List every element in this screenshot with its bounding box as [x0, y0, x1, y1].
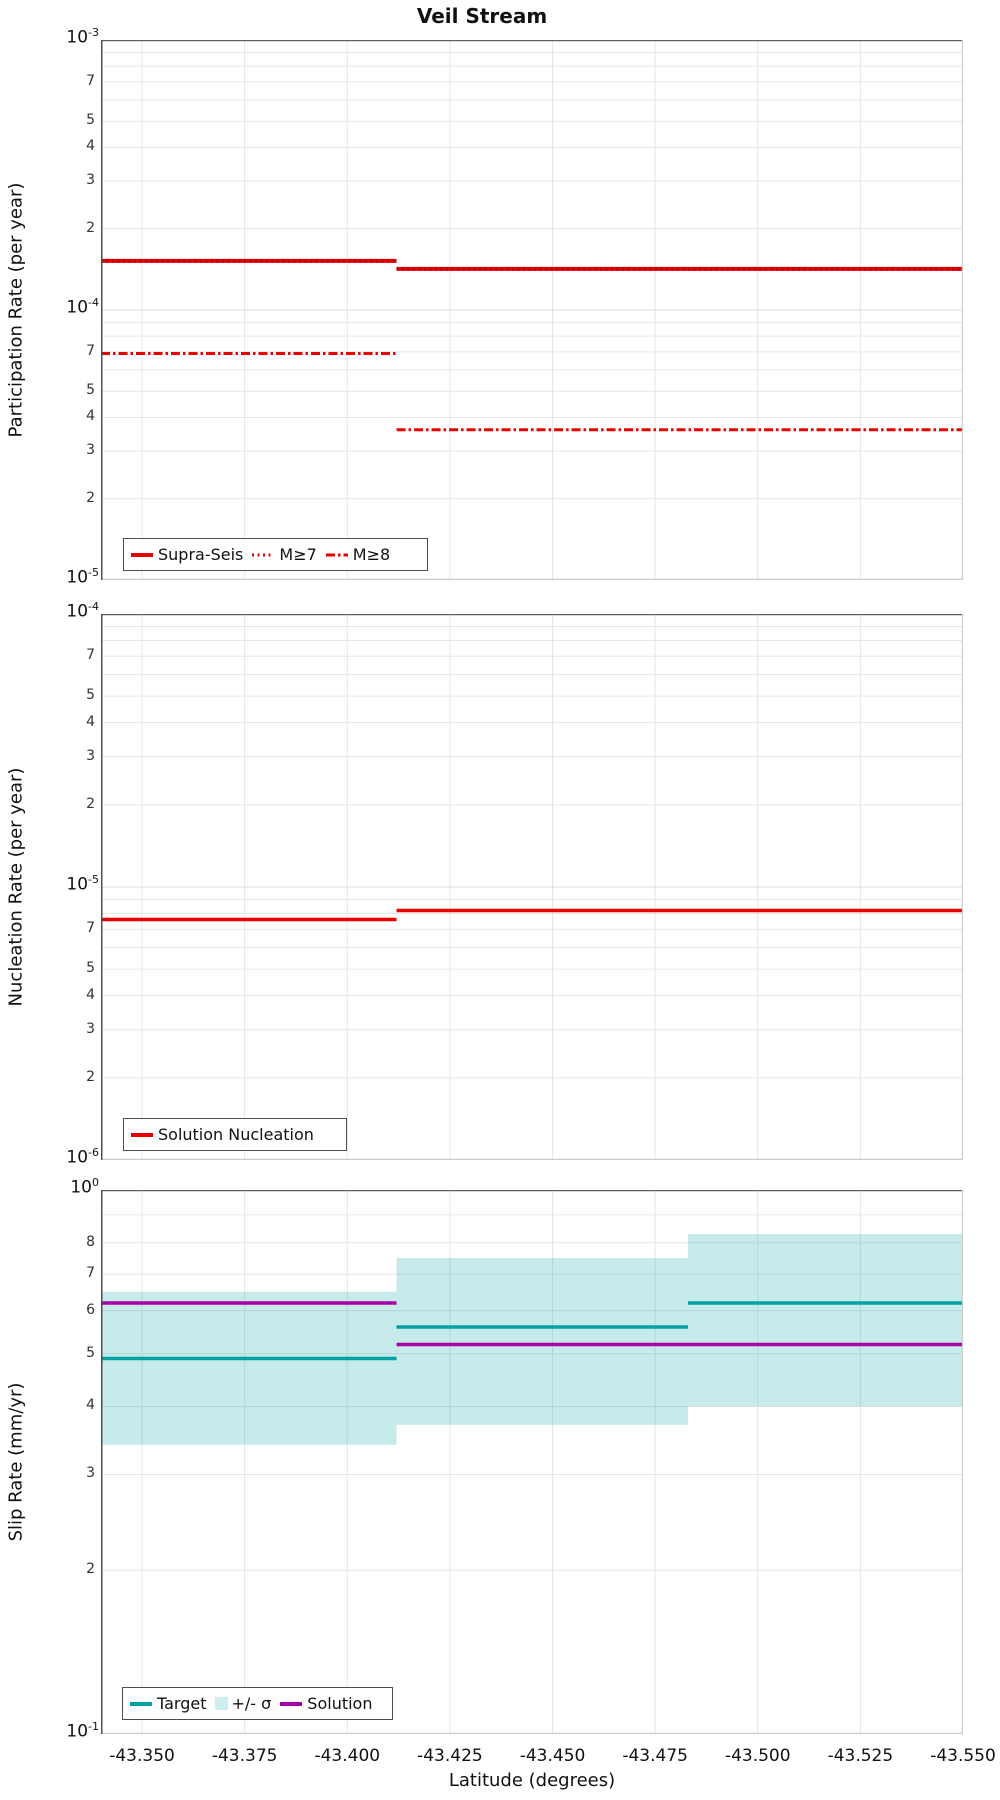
x-tick-label: -43.525 — [827, 1746, 894, 1766]
uncertainty-band-segment — [396, 1257, 688, 1425]
y-tick-major-label: 10-5 — [66, 566, 99, 588]
plot-panel-nucleation — [101, 614, 964, 1161]
y-tick-minor-label: 3 — [86, 1020, 95, 1037]
legend-fill-swatch — [214, 1697, 228, 1710]
y-tick-minor-label: 3 — [86, 442, 95, 459]
legend-line-swatch-solid — [280, 1701, 303, 1706]
plot-canvas-slip-rate — [101, 1190, 964, 1735]
legend-item: Supra-Seis — [130, 545, 243, 564]
x-tick-label: -43.500 — [724, 1746, 791, 1766]
legend-item: M≥7 — [251, 545, 317, 564]
legend-item: Target — [129, 1694, 207, 1713]
y-tick-major-label: 10-6 — [66, 1146, 99, 1168]
legend-item-label: M≥8 — [352, 545, 391, 564]
x-tick-label: -43.450 — [519, 1746, 586, 1766]
y-tick-minor-label: 5 — [86, 687, 95, 704]
legend-item-label: Target — [157, 1694, 207, 1713]
x-axis-title: Latitude (degrees) — [448, 1770, 616, 1791]
chart-title: Veil Stream — [416, 4, 548, 28]
y-tick-minor-label: 3 — [86, 172, 95, 189]
y-tick-minor-label: 6 — [86, 1301, 95, 1318]
x-tick-label: -43.375 — [211, 1746, 278, 1766]
legend-item-label: Solution — [307, 1694, 373, 1713]
uncertainty-band-segment — [101, 1291, 397, 1445]
x-tick-label: -43.425 — [417, 1746, 483, 1766]
y-tick-minor-label: 2 — [86, 489, 95, 506]
legend-line-swatch-dashdot — [325, 553, 348, 556]
legend-item: +/- σ — [214, 1694, 272, 1713]
y-axis-title-slip-rate: Slip Rate (mm/yr) — [5, 1382, 27, 1542]
y-tick-major-label: 10-4 — [66, 600, 99, 622]
y-tick-minor-label: 4 — [86, 138, 95, 155]
y-tick-minor-label: 2 — [86, 795, 95, 812]
y-tick-minor-label: 2 — [86, 219, 95, 236]
y-tick-minor-label: 3 — [86, 1465, 95, 1482]
legend-slip-rate: Target +/- σ Solution — [122, 1687, 393, 1720]
y-tick-minor-label: 7 — [86, 72, 95, 89]
y-tick-minor-label: 7 — [86, 342, 95, 359]
y-tick-major-label: 10-1 — [66, 1720, 99, 1742]
legend-item-label: Solution Nucleation — [158, 1125, 314, 1144]
plot-panel-slip-rate — [101, 1190, 964, 1735]
legend-nucleation: Solution Nucleation — [123, 1118, 347, 1151]
plot-panel-participation — [101, 40, 964, 581]
uncertainty-band-segment — [687, 1234, 963, 1407]
y-tick-minor-label: 8 — [86, 1233, 95, 1250]
legend-line-swatch-solid — [130, 1701, 152, 1706]
plot-canvas-nucleation — [101, 614, 964, 1161]
y-tick-minor-label: 5 — [86, 1344, 95, 1361]
x-tick-label: -43.475 — [622, 1746, 688, 1766]
plot-canvas-participation — [101, 40, 964, 581]
y-tick-minor-label: 3 — [86, 747, 95, 764]
y-tick-minor-label: 4 — [86, 986, 95, 1003]
y-tick-minor-label: 4 — [86, 1397, 95, 1414]
y-tick-minor-label: 5 — [86, 960, 95, 977]
y-tick-minor-label: 7 — [86, 1265, 95, 1282]
legend-item: Solution Nucleation — [130, 1125, 314, 1144]
y-tick-major-label: 100 — [70, 1176, 99, 1198]
x-tick-label: -43.550 — [930, 1746, 996, 1766]
legend-item-label: M≥7 — [279, 545, 317, 564]
legend-item: M≥8 — [325, 545, 390, 564]
y-tick-minor-label: 7 — [86, 920, 95, 937]
x-tick-label: -43.350 — [109, 1746, 175, 1766]
legend-item-label: +/- σ — [231, 1694, 272, 1713]
y-tick-major-label: 10-5 — [66, 873, 99, 895]
legend-item-label: Supra-Seis — [158, 545, 244, 564]
y-tick-minor-label: 4 — [86, 713, 95, 730]
legend-participation: Supra-Seis M≥7 M≥8 — [123, 538, 428, 571]
legend-item: Solution — [279, 1694, 372, 1713]
y-tick-minor-label: 5 — [86, 382, 95, 399]
y-tick-minor-label: 7 — [86, 647, 95, 664]
legend-line-swatch-solid — [131, 552, 153, 557]
y-tick-minor-label: 4 — [86, 408, 95, 425]
legend-line-swatch-solid — [131, 1132, 153, 1137]
y-tick-major-label: 10-4 — [66, 296, 99, 318]
y-tick-minor-label: 5 — [86, 112, 95, 129]
y-tick-minor-label: 2 — [86, 1561, 95, 1578]
legend-line-swatch-dotted — [252, 553, 275, 556]
y-tick-minor-label: 2 — [86, 1068, 95, 1085]
y-tick-major-label: 10-3 — [66, 26, 99, 48]
x-tick-label: -43.400 — [314, 1746, 381, 1766]
